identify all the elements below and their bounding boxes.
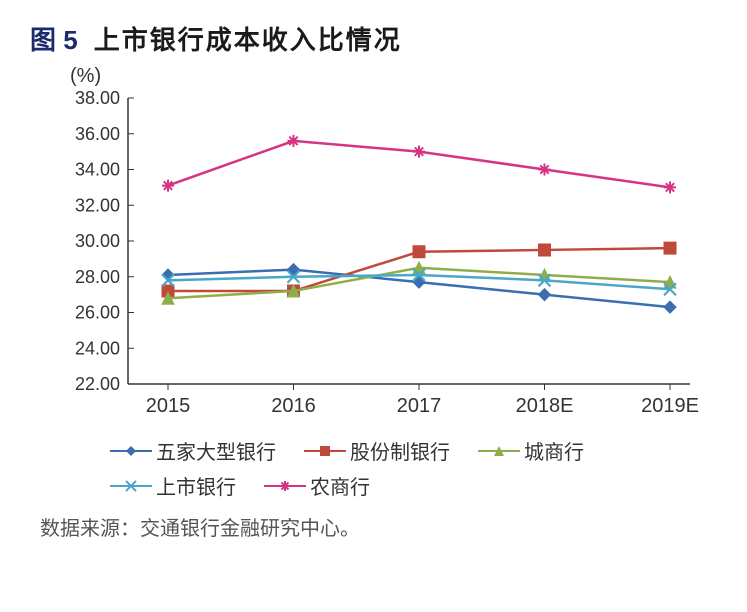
- figure-container: 图 5 上市银行成本收入比情况 (%) 22.00 24.00 26.00 28.00…: [0, 0, 747, 612]
- legend-swatch: [478, 450, 520, 452]
- svg-text:32.00: 32.00: [75, 195, 120, 215]
- legend-item-s3: 城商行: [478, 436, 584, 465]
- square-icon: [318, 444, 332, 458]
- marker: [413, 146, 425, 158]
- data-source: 数据来源：交通银行金融研究中心。: [40, 512, 717, 541]
- legend-label: 城商行: [524, 436, 584, 465]
- triangle-icon: [492, 444, 506, 458]
- legend-row: 上市银行 农商行: [110, 471, 717, 500]
- marker: [664, 301, 676, 313]
- legend: 五家大型银行 股份制银行 城商行上市银行 农商行: [110, 436, 717, 500]
- svg-text:22.00: 22.00: [75, 374, 120, 394]
- marker: [288, 135, 300, 147]
- legend-item-s1: 五家大型银行: [110, 436, 276, 465]
- svg-text:36.00: 36.00: [75, 124, 120, 144]
- svg-text:2019E: 2019E: [641, 395, 699, 417]
- svg-text:38.00: 38.00: [75, 88, 120, 108]
- legend-label: 农商行: [310, 471, 370, 500]
- legend-label: 股份制银行: [350, 436, 450, 465]
- marker: [539, 164, 551, 176]
- legend-item-s4: 上市银行: [110, 471, 236, 500]
- line-chart: 22.00 24.00 26.00 28.00 30.00 32.00 34.00 36.00…: [50, 88, 710, 428]
- svg-text:2018E: 2018E: [516, 395, 574, 417]
- legend-label: 五家大型银行: [156, 436, 276, 465]
- svg-text:2015: 2015: [146, 395, 191, 417]
- star-icon: [278, 479, 292, 493]
- legend-row: 五家大型银行 股份制银行 城商行: [110, 436, 717, 465]
- marker: [664, 181, 676, 193]
- legend-label: 上市银行: [156, 471, 236, 500]
- svg-text:2016: 2016: [271, 395, 316, 417]
- marker: [664, 242, 676, 254]
- svg-text:26.00: 26.00: [75, 303, 120, 323]
- legend-swatch: [110, 450, 152, 452]
- marker: [162, 180, 174, 192]
- figure-label: 图 5: [30, 20, 78, 57]
- chart-area: 22.00 24.00 26.00 28.00 30.00 32.00 34.00 36.00…: [50, 88, 710, 428]
- legend-swatch: [304, 450, 346, 452]
- diamond-icon: [124, 444, 138, 458]
- legend-item-s5: 农商行: [264, 471, 370, 500]
- svg-text:34.00: 34.00: [75, 160, 120, 180]
- svg-text:24.00: 24.00: [75, 338, 120, 358]
- svg-text:28.00: 28.00: [75, 267, 120, 287]
- legend-item-s2: 股份制银行: [304, 436, 450, 465]
- legend-swatch: [264, 485, 306, 487]
- figure-title: 上市银行成本收入比情况: [94, 20, 402, 57]
- marker: [539, 289, 551, 301]
- legend-swatch: [110, 485, 152, 487]
- svg-text:30.00: 30.00: [75, 231, 120, 251]
- y-axis-unit: (%): [70, 65, 717, 88]
- x-icon: [124, 479, 138, 493]
- svg-text:2017: 2017: [397, 395, 442, 417]
- marker: [539, 244, 551, 256]
- title-row: 图 5 上市银行成本收入比情况: [30, 20, 717, 57]
- marker: [413, 246, 425, 258]
